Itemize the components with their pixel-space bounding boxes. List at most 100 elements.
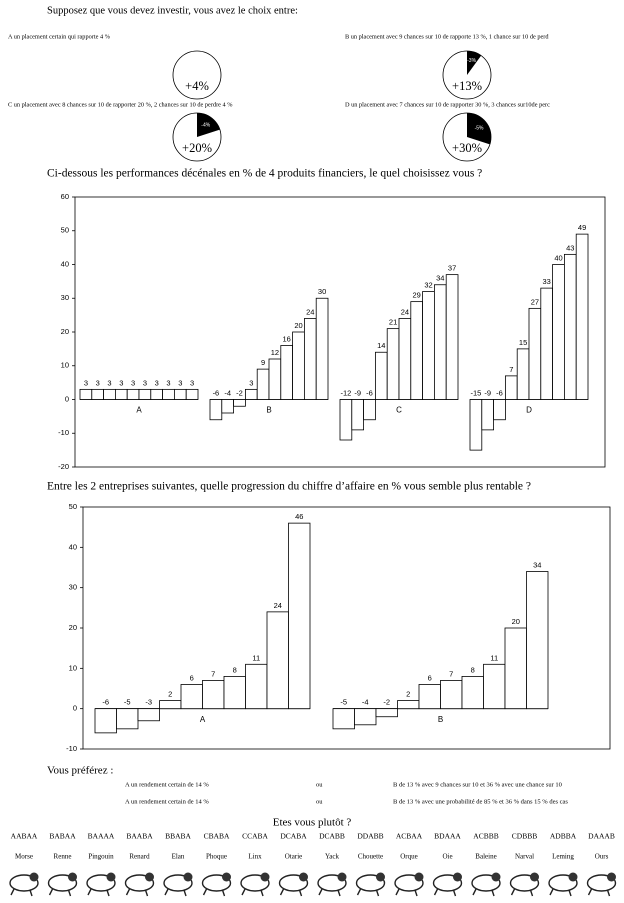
group-label: D (526, 406, 532, 415)
value-label: 27 (531, 297, 539, 306)
animal-icon (30, 873, 39, 882)
bar (576, 234, 588, 399)
pie-label: +20% (182, 141, 212, 155)
bar (553, 265, 565, 400)
option-or: ou (316, 798, 323, 805)
value-label: -9 (354, 388, 361, 397)
bar (245, 389, 257, 399)
bar (289, 523, 311, 709)
bar (482, 400, 494, 430)
animal-name: Yack (325, 853, 340, 861)
bar (470, 400, 482, 451)
y-tick-label: 10 (61, 361, 69, 370)
value-label: 20 (512, 617, 520, 626)
value-label: -2 (383, 698, 390, 707)
value-label: 40 (554, 253, 562, 262)
animals-title: Etes vous plutôt ? (273, 817, 352, 829)
value-label: 3 (166, 378, 170, 387)
animal-icon (530, 873, 539, 882)
bar (139, 389, 151, 399)
value-label: 3 (190, 378, 194, 387)
group-label: C (396, 406, 402, 415)
value-label: 3 (96, 378, 100, 387)
slice-label: -4% (201, 122, 210, 128)
animal-code: ACBBB (473, 832, 498, 841)
y-tick-label: 20 (69, 623, 77, 632)
bar (462, 676, 484, 708)
bar (181, 684, 203, 708)
bar (224, 676, 246, 708)
bar (163, 389, 175, 399)
animal-name: Orque (400, 853, 418, 861)
page: Supposez que vous devez investir, vous a… (0, 0, 624, 903)
option-text: B un placement avec 9 chances sur 10 de … (345, 33, 549, 40)
group-label: B (266, 406, 271, 415)
value-label: -6 (366, 388, 373, 397)
animal-name: Morse (15, 853, 33, 861)
bar (151, 389, 163, 399)
y-tick-label: 50 (61, 226, 69, 235)
bar (304, 319, 316, 400)
value-label: 3 (107, 378, 111, 387)
pie-label: +4% (185, 79, 209, 93)
intro: Supposez que vous devez investir, vous a… (47, 5, 298, 16)
animal-icon (376, 873, 385, 882)
value-label: -6 (496, 388, 503, 397)
value-label: 3 (155, 378, 159, 387)
value-label: 7 (449, 669, 453, 678)
value-label: -15 (470, 388, 481, 397)
animal-code: CBABA (204, 832, 230, 841)
animal-code: BAABA (126, 832, 153, 841)
value-label: 37 (448, 264, 456, 273)
bar (104, 389, 116, 399)
value-label: 6 (428, 673, 432, 682)
y-tick-label: 30 (61, 293, 69, 302)
bar (494, 400, 506, 420)
option-a: A un rendement certain de 14 % (125, 781, 209, 788)
value-label: 33 (543, 277, 551, 286)
bar (115, 389, 127, 399)
slice-label: -5% (475, 126, 484, 132)
animal-name: Ours (595, 853, 609, 861)
value-label: 21 (389, 318, 397, 327)
bar (529, 308, 541, 399)
value-label: 24 (306, 307, 314, 316)
animal-code: DAAAB (588, 832, 615, 841)
animal-icon (299, 873, 308, 882)
value-label: 7 (509, 365, 513, 374)
animal-icon (492, 873, 501, 882)
value-label: 24 (401, 307, 409, 316)
animal-icon (415, 873, 424, 882)
value-label: 3 (131, 378, 135, 387)
option-text: A un placement certain qui rapporte 4 % (8, 33, 111, 40)
option-text: D un placement avec 7 chances sur 10 de … (345, 101, 550, 108)
chart-title: Ci-dessous les performances décénales en… (47, 168, 482, 180)
bar (210, 400, 222, 420)
bar (541, 288, 553, 399)
value-label: 11 (252, 653, 260, 662)
value-label: 49 (578, 223, 586, 232)
value-label: 11 (490, 653, 498, 662)
animal-name: Chouette (358, 853, 383, 861)
y-tick-label: 10 (69, 663, 77, 672)
animal-code: ADBBA (550, 832, 577, 841)
value-label: 32 (424, 280, 432, 289)
y-tick-label: 30 (69, 583, 77, 592)
option-a: A un rendement certain de 14 % (125, 798, 209, 805)
animal-name: Leming (552, 853, 574, 861)
y-tick-label: 40 (69, 542, 77, 551)
animal-name: Linx (248, 853, 262, 861)
bar (505, 628, 527, 709)
value-label: -3 (145, 698, 152, 707)
value-label: -12 (340, 388, 351, 397)
y-tick-label: -10 (58, 428, 69, 437)
animal-icon (607, 873, 616, 882)
y-tick-label: 60 (61, 192, 69, 201)
animal-name: Phoque (206, 853, 227, 861)
bar (186, 389, 198, 399)
bar (222, 400, 234, 414)
value-label: 8 (233, 665, 237, 674)
value-label: -6 (102, 698, 109, 707)
y-tick-label: -10 (66, 744, 77, 753)
animal-name: Elan (172, 853, 185, 861)
